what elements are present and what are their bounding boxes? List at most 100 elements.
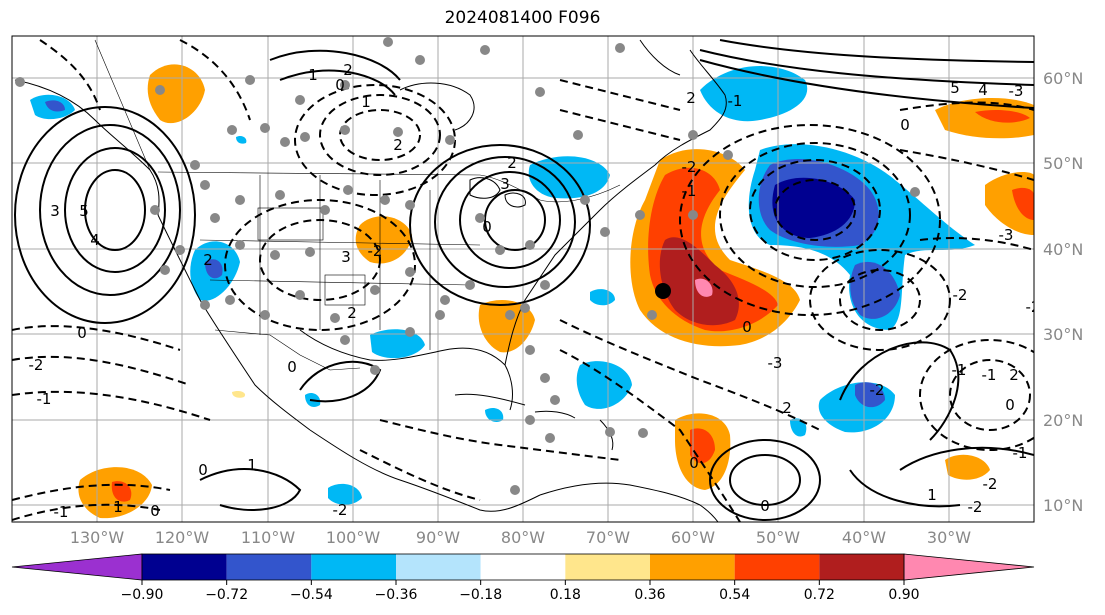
contour-label: 1 [308, 66, 318, 84]
contour-label: 5 [79, 202, 89, 220]
contour-label: 0 [689, 454, 699, 472]
coast-hudson-bay [399, 82, 475, 131]
border-alaska-canada [94, 39, 151, 171]
warm-anomaly-alaska [147, 64, 205, 124]
observation-points [15, 37, 920, 495]
longitude-axis: 130°W 120°W 110°W 100°W 90°W 80°W 70°W 6… [70, 528, 971, 547]
contour-label: 1 [361, 93, 371, 111]
warm-anomaly-central-us [355, 216, 412, 264]
contour-label: 4 [978, 81, 988, 99]
warm-anomaly-east-45n [985, 172, 1034, 235]
colorbar-segment [142, 554, 227, 580]
colorbar-tick-label: 0.90 [888, 587, 919, 603]
contour-label: 2 [343, 61, 353, 79]
colorbar [11, 553, 1035, 581]
coast-greenland [639, 39, 681, 76]
contour-label: -1 [37, 390, 52, 408]
state-lines-b [199, 239, 481, 286]
coast-gulf [299, 329, 513, 411]
contour-label: -3 [999, 226, 1014, 244]
cold-anomaly-caribbean [576, 361, 632, 409]
colorbar-extend-max [903, 553, 1035, 581]
contour-label: -2 [968, 498, 983, 516]
cold-anomaly-small-tropics [790, 418, 807, 437]
lon-label: 80°W [501, 528, 545, 547]
coast-mexico-central-america [309, 429, 541, 512]
lon-label: 90°W [416, 528, 460, 547]
coast-west-us [157, 214, 311, 431]
contour-label: 0 [150, 502, 160, 520]
cold-anomaly-labrador [700, 66, 808, 122]
lat-label: 10°N [1043, 496, 1083, 515]
cold-anomaly-east-atlantic [850, 261, 900, 319]
warm-anomaly-atlantic-peak [695, 278, 713, 297]
contour-label: 5 [950, 79, 960, 97]
colorbar-tick-label: −0.36 [375, 587, 418, 603]
colorbar-tick-label: −0.72 [205, 587, 248, 603]
colorbar-segment [311, 554, 396, 580]
contour-label: 3 [50, 202, 60, 220]
contour-label: -3 [768, 354, 783, 372]
contour-label: -2 [29, 356, 44, 374]
contour-label: -2 [870, 381, 885, 399]
warm-anomaly-east-60n [935, 98, 1034, 139]
cold-anomaly-rockies-small [236, 135, 247, 144]
cold-anomaly-great-lakes [528, 156, 610, 199]
map-title: 2024081400 F096 [444, 8, 601, 28]
colorbar-segment [480, 554, 566, 580]
contour-label: -1 [982, 366, 997, 384]
coast-great-lakes-2 [504, 192, 526, 208]
coast-canada-east [654, 49, 727, 166]
contour-label: -3 [1009, 82, 1024, 100]
contour-label: -2 [333, 501, 348, 519]
contour-label: 2 [1009, 366, 1019, 384]
lat-label: 40°N [1043, 240, 1083, 259]
contour-label: 0 [198, 461, 208, 479]
coast-east-us [504, 164, 656, 366]
cold-anomaly-east-tropics-core [855, 382, 885, 408]
colorbar-outline [141, 553, 905, 581]
coast-great-lakes [469, 177, 501, 199]
lon-label: 30°W [927, 528, 971, 547]
coast-south-america [539, 482, 719, 522]
warm-anomaly-east-45n-core [1012, 187, 1034, 220]
contour-label: 0 [287, 358, 297, 376]
border-us-mexico [214, 329, 361, 371]
colorbar-tick-label: −0.18 [459, 587, 502, 603]
colorbar-tick-label: −0.90 [121, 587, 164, 603]
warm-anomaly-east-pacific-core [111, 481, 132, 502]
cold-anomaly-western-us-core [205, 259, 223, 279]
contour-label: -1 [1013, 444, 1028, 462]
colorbar-segment [650, 554, 735, 580]
coast-hispaniola [534, 410, 576, 419]
warm-anomaly-southeast-us [478, 300, 535, 353]
contour-label: 2 [203, 251, 213, 269]
lat-label: 60°N [1043, 69, 1083, 88]
colorbar-tick-label: 0.54 [719, 587, 750, 603]
colorbar-segment [565, 554, 650, 580]
cold-anomaly-alaska-coast-core [45, 100, 65, 112]
contour-label: 2 [507, 154, 517, 172]
lon-label: 100°W [326, 528, 381, 547]
positive-contours [14, 39, 1034, 521]
contour-label: 0 [1005, 396, 1015, 414]
map-frame [11, 35, 1035, 523]
contour-label: -2 [953, 286, 968, 304]
cold-anomaly-atlantic-small [590, 289, 615, 306]
shaded-fields [30, 64, 1034, 519]
contour-label: 1 [113, 498, 123, 516]
lon-label: 130°W [70, 528, 125, 547]
colorbar-segment [396, 554, 481, 580]
colorbar-tick-label: 0.72 [804, 587, 835, 603]
colorbar-segment [819, 554, 904, 580]
contour-label: 0 [760, 497, 770, 515]
contour-label: -2 [682, 158, 697, 176]
negative-contours [12, 39, 1034, 522]
lat-label: 50°N [1043, 154, 1083, 173]
colorbar-tick-label: 0.18 [550, 587, 581, 603]
colorbar-extend-min [11, 553, 143, 581]
marker-point [655, 283, 671, 299]
contour-label: -1 [952, 361, 967, 379]
lat-label: 20°N [1043, 411, 1083, 430]
